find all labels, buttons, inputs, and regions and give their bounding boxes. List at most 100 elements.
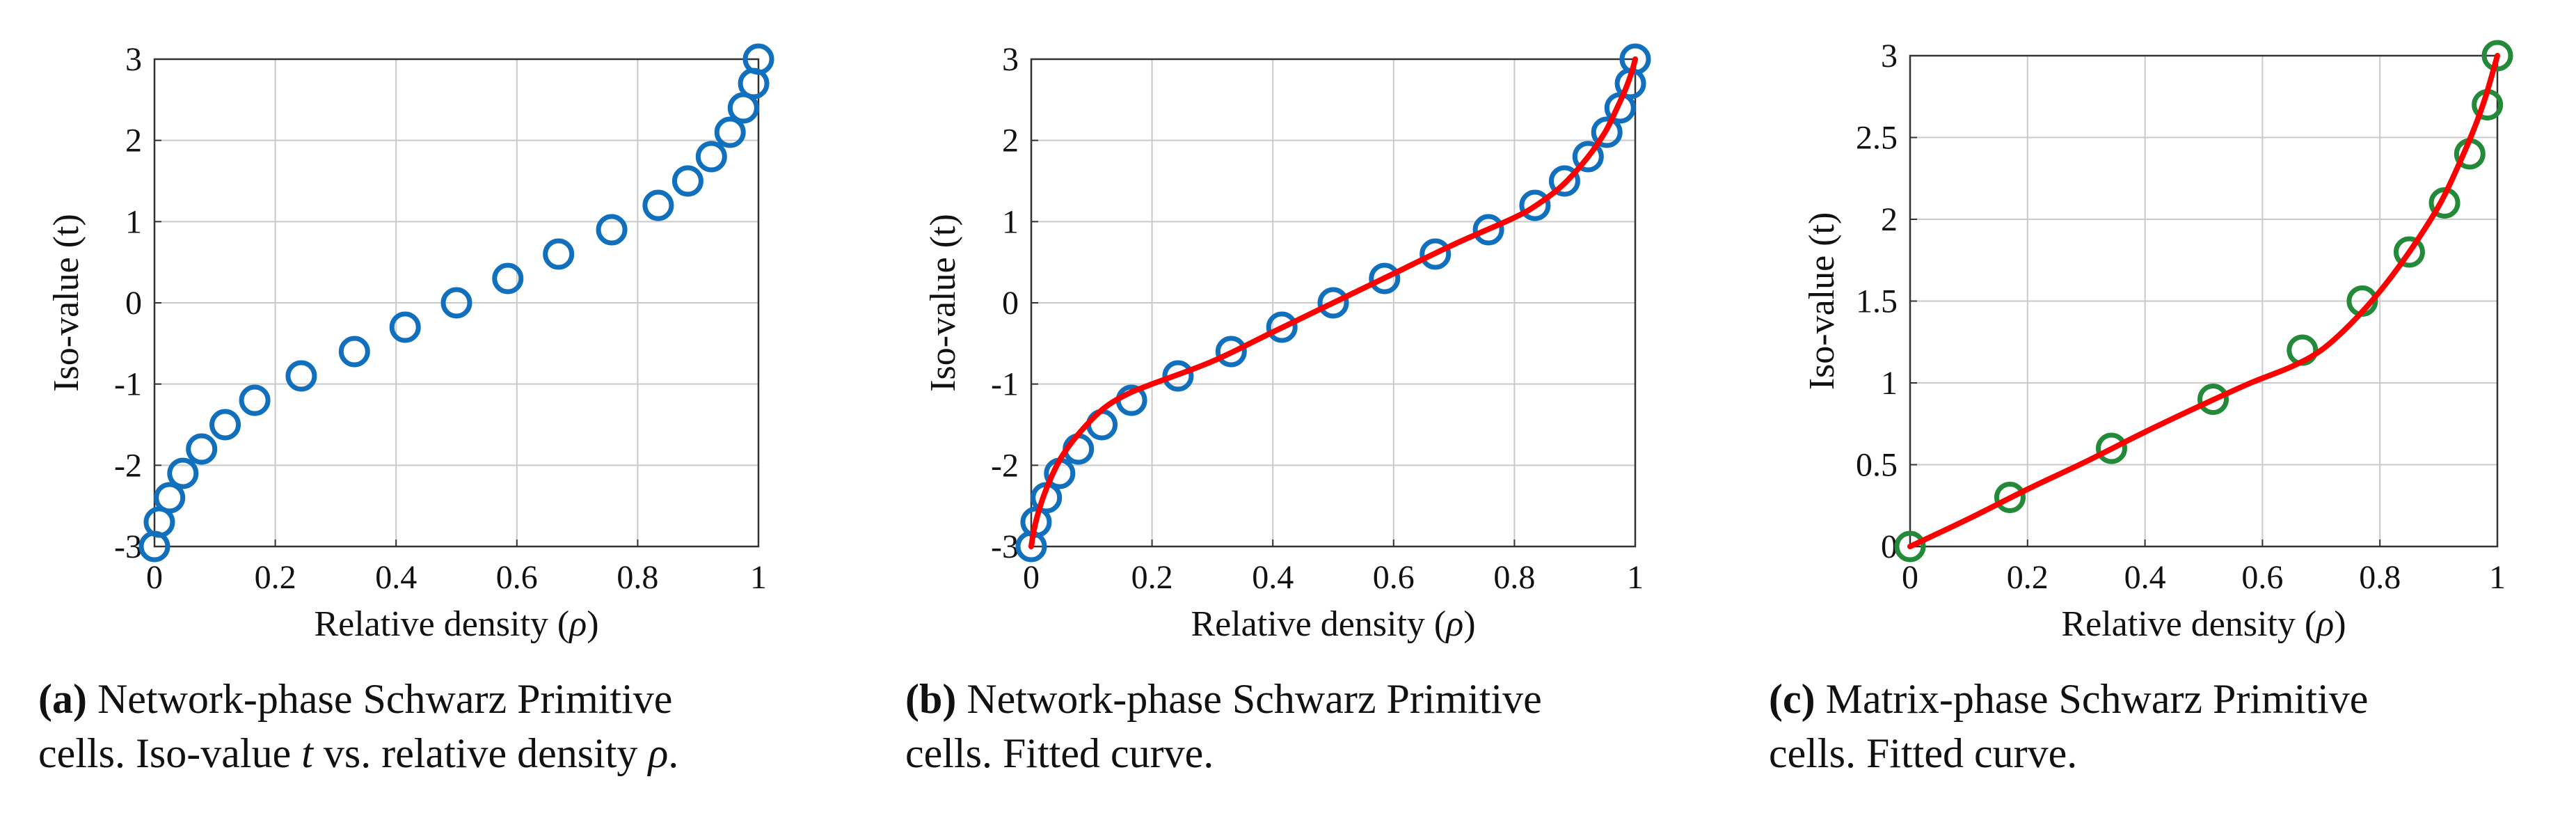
- data-point: [738, 68, 770, 100]
- y-tick-label: -3: [114, 528, 142, 565]
- y-tick-label: 1: [1881, 365, 1898, 402]
- x-axis-label: Relative density (ρ): [314, 604, 598, 644]
- data-point: [1619, 43, 1651, 75]
- caption-c-line2: cells. Fitted curve.: [1769, 730, 2078, 776]
- x-tick-label: 1: [2489, 559, 2506, 596]
- y-tick-label: 0.5: [1856, 447, 1898, 484]
- x-tick-label: 0.4: [2124, 559, 2166, 596]
- caption-b-line1: Network-phase Schwarz Primitive: [956, 676, 1542, 722]
- x-tick-label: 0.8: [1493, 559, 1535, 596]
- y-tick-label: -1: [991, 366, 1019, 403]
- data-point: [1591, 116, 1623, 148]
- x-tick-label: 1: [1627, 559, 1644, 596]
- data-point: [154, 482, 186, 514]
- fitted-curve: [1028, 56, 1638, 549]
- data-point: [239, 384, 271, 416]
- data-point: [2393, 236, 2425, 268]
- x-tick-label: 0: [1902, 559, 1918, 596]
- data-point: [695, 141, 727, 173]
- y-tick-label: 1.5: [1856, 283, 1898, 320]
- x-tick-label: 0.4: [375, 559, 417, 596]
- x-tick-label: 0.6: [1373, 559, 1415, 596]
- y-tick-label: 0: [125, 285, 142, 322]
- data-point: [1420, 238, 1452, 270]
- x-tick-label: 0: [146, 559, 163, 596]
- x-axis-label: Relative density (ρ): [2061, 604, 2346, 644]
- panel-a: 0 0.2 0.4 0.6 0.8 1 -3 -2 -1 0 1 2 3 Relative density…: [0, 0, 859, 818]
- y-tick-label: 2: [1881, 201, 1898, 238]
- y-tick-label: 3: [1881, 38, 1898, 74]
- data-point: [1994, 482, 2026, 513]
- axes-frame: [1030, 58, 1637, 548]
- data-point: [1548, 165, 1580, 197]
- y-tick-label: 3: [1002, 41, 1019, 78]
- y-axis-label: Iso-value (t): [923, 214, 963, 392]
- data-point: [2197, 384, 2229, 415]
- data-point: [1162, 360, 1194, 392]
- data-point: [186, 433, 218, 465]
- data-point: [1215, 336, 1247, 368]
- data-point: [167, 457, 199, 489]
- x-tick-label: 0.6: [496, 559, 538, 596]
- y-tick-label: 2: [1002, 123, 1019, 159]
- y-tick-label: -3: [991, 528, 1019, 565]
- data-point: [1519, 189, 1551, 221]
- data-point: [440, 287, 472, 319]
- x-tick-label: 0.8: [617, 559, 658, 596]
- data-point: [209, 409, 241, 441]
- y-axis-label: Iso-value (t): [47, 214, 86, 392]
- data-point: [596, 214, 628, 246]
- x-tick-label: 0.2: [255, 559, 296, 596]
- data-point: [1369, 262, 1401, 294]
- caption-a: (a) Network-phase Schwarz Primitive cell…: [38, 672, 845, 780]
- x-tick-label: 1: [750, 559, 767, 596]
- data-point: [543, 238, 575, 270]
- y-tick-label: -2: [991, 447, 1019, 484]
- data-point: [1572, 141, 1604, 173]
- data-point: [742, 43, 774, 75]
- fitted-curve: [1907, 53, 2500, 549]
- caption-a-line2c: .: [668, 730, 679, 776]
- caption-c: (c) Matrix-phase Schwarz Primitive cells…: [1769, 672, 2576, 780]
- data-point: [338, 336, 370, 368]
- caption-a-t: t: [301, 730, 313, 776]
- data-point: [2095, 432, 2127, 464]
- caption-b-line2: cells. Fitted curve.: [905, 730, 1214, 776]
- y-tick-label: 2.5: [1856, 120, 1898, 157]
- caption-a-rho: ρ: [648, 730, 669, 776]
- data-point: [1317, 287, 1349, 319]
- x-axis-label: Relative density (ρ): [1191, 604, 1475, 644]
- y-tick-label: 1: [1002, 203, 1019, 240]
- data-point: [1266, 311, 1298, 343]
- y-tick-label: 3: [125, 41, 142, 78]
- x-tick-label: 0.2: [2007, 559, 2049, 596]
- data-point: [642, 189, 674, 221]
- caption-b-label: (b): [905, 676, 957, 722]
- panel-b: 0 0.2 0.4 0.6 0.8 1 -3 -2 -1 0 1 2 3 Relative density…: [859, 0, 1717, 818]
- y-axis-label: Iso-value (t): [1802, 212, 1842, 391]
- caption-b: (b) Network-phase Schwarz Primitive cell…: [905, 672, 1712, 780]
- x-tick-label: 0.4: [1252, 559, 1294, 596]
- data-point: [671, 165, 703, 197]
- data-point: [389, 311, 421, 343]
- axes-frame: [153, 58, 760, 548]
- chart-b: 0 0.2 0.4 0.6 0.8 1 -3 -2 -1 0 1 2 3 Relative density…: [923, 41, 1651, 644]
- axes-frame: [1909, 54, 2499, 548]
- data-point: [714, 116, 746, 148]
- data-point: [285, 360, 317, 392]
- x-tick-label: 0.8: [2359, 559, 2401, 596]
- data-point: [492, 262, 524, 294]
- data-point: [2481, 40, 2513, 72]
- y-tick-label: -1: [114, 366, 142, 403]
- caption-a-line2b: vs. relative density: [312, 730, 649, 776]
- data-point: [1894, 530, 1926, 563]
- y-tick-label: -2: [114, 447, 142, 484]
- x-tick-label: 0.2: [1131, 559, 1173, 596]
- y-tick-label: 1: [125, 203, 142, 240]
- y-tick-label: 2: [125, 123, 142, 159]
- caption-c-label: (c): [1769, 676, 1815, 722]
- chart-a: 0 0.2 0.4 0.6 0.8 1 -3 -2 -1 0 1 2 3 Relative density…: [47, 41, 774, 644]
- caption-a-line1: Network-phase Schwarz Primitive: [86, 676, 673, 722]
- x-tick-label: 0: [1023, 559, 1040, 596]
